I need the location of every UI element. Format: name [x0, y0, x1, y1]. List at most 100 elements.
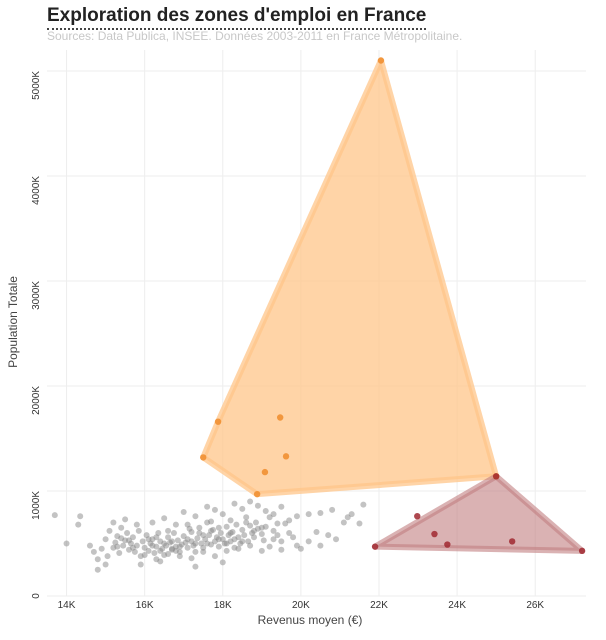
grey-data-point[interactable]: [176, 553, 183, 560]
red-data-point[interactable]: [444, 541, 451, 548]
grey-data-point[interactable]: [235, 534, 242, 541]
grey-data-point[interactable]: [305, 511, 312, 518]
red-data-point[interactable]: [431, 530, 438, 538]
grey-data-point[interactable]: [120, 542, 127, 549]
grey-data-point[interactable]: [293, 513, 300, 520]
grey-data-point[interactable]: [251, 534, 258, 541]
grey-data-point[interactable]: [51, 512, 58, 519]
grey-data-point[interactable]: [151, 549, 158, 556]
grey-data-point[interactable]: [262, 507, 269, 514]
grey-data-point[interactable]: [317, 542, 324, 549]
grey-data-point[interactable]: [188, 528, 195, 535]
grey-data-point[interactable]: [208, 527, 215, 534]
orange-data-point[interactable]: [253, 490, 261, 498]
grey-data-point[interactable]: [77, 513, 84, 520]
grey-data-point[interactable]: [161, 540, 168, 547]
grey-data-point[interactable]: [278, 546, 285, 553]
grey-data-point[interactable]: [90, 548, 97, 555]
grey-data-point[interactable]: [188, 555, 195, 562]
grey-data-point[interactable]: [170, 530, 177, 536]
red-data-point[interactable]: [508, 538, 516, 545]
grey-data-point[interactable]: [192, 563, 199, 570]
grey-data-point[interactable]: [149, 542, 156, 549]
grey-data-point[interactable]: [168, 538, 175, 545]
grey-data-point[interactable]: [153, 534, 160, 541]
grey-data-point[interactable]: [223, 547, 230, 554]
grey-data-point[interactable]: [219, 559, 226, 566]
grey-data-point[interactable]: [94, 566, 101, 573]
grey-data-point[interactable]: [196, 524, 203, 531]
grey-data-point[interactable]: [247, 542, 254, 549]
grey-data-point[interactable]: [360, 501, 367, 508]
grey-data-point[interactable]: [174, 537, 181, 544]
grey-data-point[interactable]: [270, 527, 277, 534]
grey-data-point[interactable]: [145, 547, 152, 554]
grey-data-point[interactable]: [227, 517, 234, 524]
grey-data-point[interactable]: [270, 536, 277, 543]
orange-data-point[interactable]: [282, 453, 290, 460]
grey-data-point[interactable]: [233, 521, 240, 528]
grey-data-point[interactable]: [243, 519, 250, 526]
orange-data-point[interactable]: [261, 468, 269, 476]
grey-data-point[interactable]: [149, 519, 156, 526]
grey-data-point[interactable]: [278, 503, 285, 510]
grey-data-point[interactable]: [116, 549, 123, 556]
grey-data-point[interactable]: [86, 542, 93, 549]
grey-data-point[interactable]: [94, 556, 101, 563]
grey-data-point[interactable]: [204, 503, 211, 510]
grey-data-point[interactable]: [172, 547, 179, 554]
grey-data-point[interactable]: [192, 540, 199, 547]
grey-data-point[interactable]: [63, 540, 70, 547]
grey-data-point[interactable]: [317, 510, 324, 517]
grey-data-point[interactable]: [274, 520, 281, 527]
grey-data-point[interactable]: [258, 547, 265, 554]
grey-data-point[interactable]: [215, 543, 222, 550]
grey-data-point[interactable]: [75, 521, 82, 528]
grey-data-point[interactable]: [211, 553, 218, 560]
grey-data-point[interactable]: [110, 519, 117, 526]
grey-data-point[interactable]: [157, 547, 164, 554]
grey-data-point[interactable]: [258, 524, 265, 531]
grey-data-point[interactable]: [176, 543, 183, 550]
grey-data-point[interactable]: [231, 500, 238, 507]
grey-data-point[interactable]: [258, 531, 265, 538]
grey-data-point[interactable]: [106, 527, 113, 534]
grey-data-point[interactable]: [286, 530, 293, 536]
grey-data-point[interactable]: [172, 521, 179, 528]
grey-data-point[interactable]: [325, 532, 332, 539]
grey-data-point[interactable]: [126, 537, 133, 544]
grey-data-point[interactable]: [114, 543, 121, 550]
grey-data-point[interactable]: [124, 530, 131, 536]
grey-data-point[interactable]: [165, 527, 172, 534]
grey-data-point[interactable]: [215, 524, 222, 531]
grey-data-point[interactable]: [180, 509, 187, 515]
grey-data-point[interactable]: [200, 548, 207, 555]
grey-data-point[interactable]: [227, 530, 234, 536]
grey-data-point[interactable]: [165, 534, 172, 541]
grey-data-point[interactable]: [254, 502, 261, 509]
red-data-point[interactable]: [371, 543, 379, 550]
red-data-point[interactable]: [578, 547, 586, 555]
grey-data-point[interactable]: [194, 535, 201, 542]
grey-data-point[interactable]: [184, 536, 191, 543]
grey-data-point[interactable]: [286, 517, 293, 524]
grey-data-point[interactable]: [141, 552, 148, 559]
grey-data-point[interactable]: [215, 536, 222, 543]
grey-data-point[interactable]: [227, 538, 234, 545]
red-data-point[interactable]: [492, 473, 500, 480]
grey-data-point[interactable]: [118, 524, 125, 531]
grey-data-point[interactable]: [184, 521, 191, 528]
grey-data-point[interactable]: [133, 521, 140, 528]
grey-data-point[interactable]: [260, 537, 267, 544]
grey-data-point[interactable]: [231, 544, 238, 551]
grey-data-point[interactable]: [135, 527, 142, 534]
grey-data-point[interactable]: [200, 544, 207, 551]
grey-data-point[interactable]: [313, 528, 320, 535]
orange-data-point[interactable]: [276, 414, 284, 421]
grey-data-point[interactable]: [329, 506, 336, 513]
grey-data-point[interactable]: [98, 545, 105, 552]
orange-data-point[interactable]: [214, 418, 222, 425]
grey-data-point[interactable]: [243, 514, 250, 521]
grey-data-point[interactable]: [266, 543, 273, 550]
grey-data-point[interactable]: [252, 519, 259, 526]
